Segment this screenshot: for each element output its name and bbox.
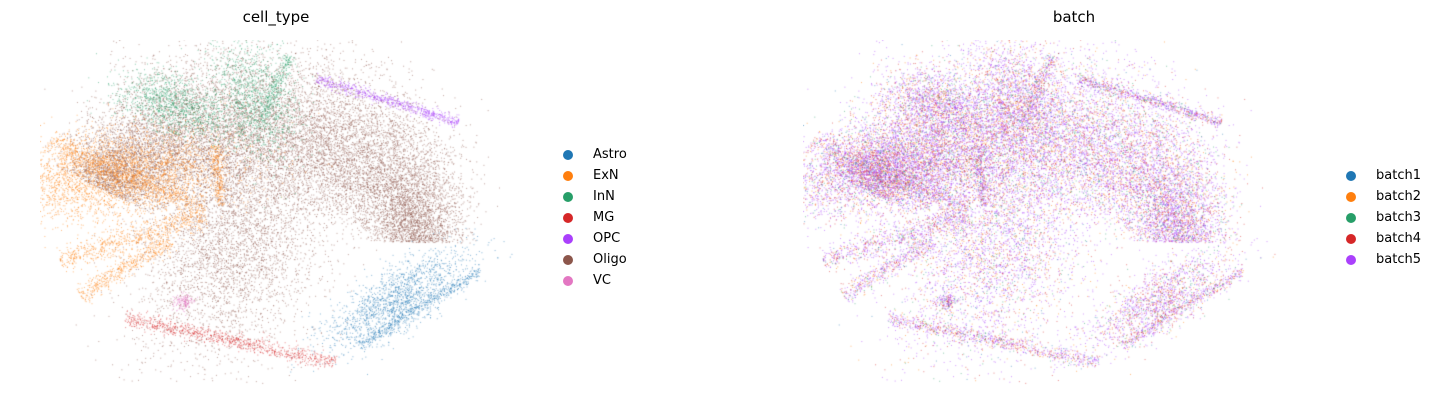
- legend-item: Oligo: [563, 249, 627, 270]
- cell-type-panel: cell_type Astro ExN InN MG OPC Oligo VC: [40, 8, 627, 385]
- legend-item: batch3: [1346, 207, 1421, 228]
- legend-label: Astro: [593, 147, 627, 162]
- legend-item: Astro: [563, 144, 627, 165]
- legend-label: MG: [593, 210, 615, 225]
- legend-marker-icon: [563, 275, 573, 286]
- legend-label: batch3: [1376, 210, 1421, 225]
- panel-title: cell_type: [242, 8, 310, 26]
- batch-scatter-plot: [803, 40, 1283, 385]
- legend-item: batch4: [1346, 228, 1421, 249]
- legend-marker-icon: [1346, 233, 1356, 244]
- legend-label: OPC: [593, 231, 621, 246]
- legend-item: batch5: [1346, 249, 1421, 270]
- legend-item: OPC: [563, 228, 627, 249]
- legend-marker-icon: [563, 212, 573, 223]
- legend-marker-icon: [563, 170, 573, 181]
- legend-marker-icon: [1346, 212, 1356, 223]
- legend-item: MG: [563, 207, 627, 228]
- legend-marker-icon: [1346, 254, 1356, 265]
- cell-type-scatter-plot: [40, 40, 520, 385]
- legend-label: ExN: [593, 168, 619, 183]
- batch-panel: batch batch1 batch2 batch3 batch4 batch5: [723, 0, 1446, 411]
- cell-type-legend: Astro ExN InN MG OPC Oligo VC: [563, 144, 627, 291]
- legend-marker-icon: [563, 149, 573, 160]
- legend-item: batch1: [1346, 165, 1421, 186]
- legend-label: InN: [593, 189, 615, 204]
- legend-item: batch2: [1346, 186, 1421, 207]
- legend-label: batch4: [1376, 231, 1421, 246]
- legend-item: ExN: [563, 165, 627, 186]
- legend-item: VC: [563, 270, 627, 291]
- legend-label: batch1: [1376, 168, 1421, 183]
- legend-marker-icon: [1346, 191, 1356, 202]
- legend-label: batch2: [1376, 189, 1421, 204]
- legend-marker-icon: [563, 254, 573, 265]
- legend-marker-icon: [563, 233, 573, 244]
- legend-label: Oligo: [593, 252, 627, 267]
- batch-legend: batch1 batch2 batch3 batch4 batch5: [1346, 165, 1421, 270]
- legend-item: InN: [563, 186, 627, 207]
- panel-title: batch: [1052, 8, 1096, 26]
- legend-label: VC: [593, 273, 611, 288]
- legend-marker-icon: [563, 191, 573, 202]
- legend-marker-icon: [1346, 170, 1356, 181]
- legend-label: batch5: [1376, 252, 1421, 267]
